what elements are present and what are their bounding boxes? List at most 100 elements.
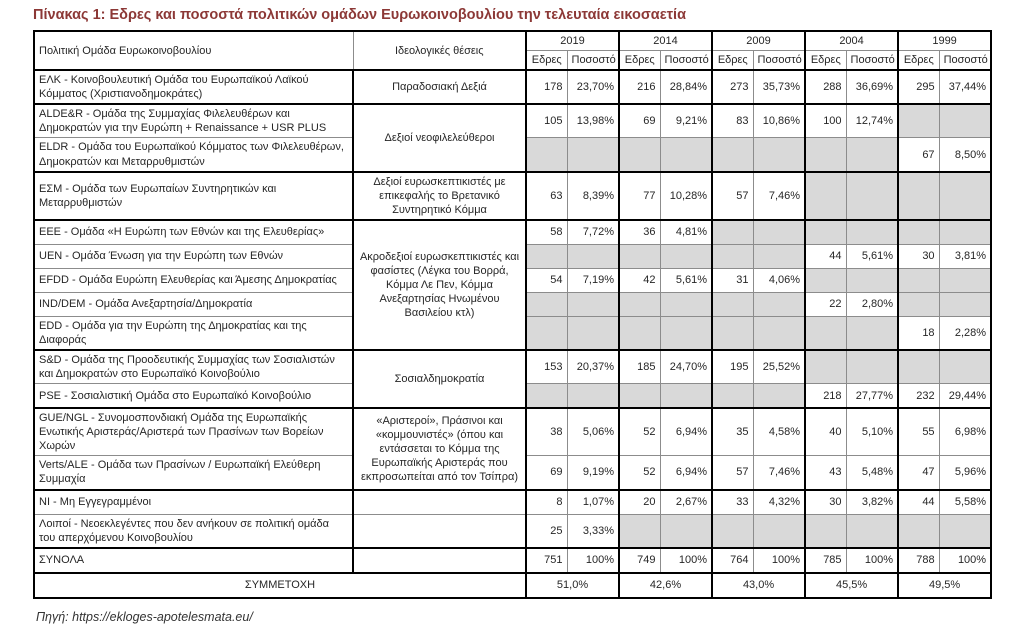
shaded-cell xyxy=(711,383,754,409)
percent-cell: 24,70% xyxy=(659,349,713,385)
shaded-cell xyxy=(804,267,847,293)
percent-cell: 6,98% xyxy=(938,407,992,457)
shaded-cell xyxy=(618,315,661,351)
percent-subheader: Ποσοστό xyxy=(752,50,806,71)
shaded-cell xyxy=(897,291,940,317)
shaded-cell xyxy=(845,218,899,245)
percent-cell: 36,69% xyxy=(845,69,899,105)
seats-cell: 232 xyxy=(897,383,940,409)
seats-cell: 36 xyxy=(618,218,661,245)
shaded-cell xyxy=(618,513,661,549)
ideology-column-header: Ιδεολογικές θέσεις xyxy=(352,30,527,71)
totals-row: ΣΥΝΟΛΑ 751 100% 749 100% 764 100% 785 100% 788 100… xyxy=(33,546,992,574)
percent-cell: 9,21% xyxy=(659,103,713,139)
seats-cell: 55 xyxy=(897,407,940,457)
group-name-cell: ΕΣΜ - Ομάδα των Ευρωπαίων Συντηρητικών κ… xyxy=(33,170,354,221)
participation-value-cell: 49,5% xyxy=(897,571,992,599)
seats-subheader: Εδρες xyxy=(711,50,754,71)
seats-cell: 58 xyxy=(525,218,568,245)
seats-cell: 54 xyxy=(525,267,568,293)
shaded-cell xyxy=(897,103,940,139)
participation-value-cell: 51,0% xyxy=(524,571,620,599)
group-row: IND/DEM - Ομάδα Ανεξαρτησία/Δημοκρατία 22… xyxy=(33,291,992,317)
percent-cell: 6,94% xyxy=(659,455,713,491)
shaded-cell xyxy=(618,383,661,409)
year-header: 2009 xyxy=(711,30,806,52)
shaded-cell xyxy=(938,267,992,293)
shaded-cell xyxy=(618,243,661,269)
seats-cell: 195 xyxy=(711,349,754,385)
participation-label-cell: ΣΥΜΜΕΤΟΧΗ xyxy=(33,571,527,599)
shaded-cell xyxy=(845,170,899,221)
shaded-cell xyxy=(525,383,568,409)
table-header: Πολιτική Ομάδα Ευρωκοινοβουλίου Ιδεολογι… xyxy=(33,30,992,71)
group-column-header: Πολιτική Ομάδα Ευρωκοινοβουλίου xyxy=(33,30,354,71)
percent-cell: 27,77% xyxy=(845,383,899,409)
shaded-cell xyxy=(566,315,620,351)
group-row: UEN - Ομάδα Ένωση για την Ευρώπη των Εθν… xyxy=(33,243,992,269)
ideology-cell xyxy=(352,488,527,515)
percent-cell: 37,44% xyxy=(938,69,992,105)
shaded-cell xyxy=(566,383,620,409)
percent-cell: 2,80% xyxy=(845,291,899,317)
seats-cell: 788 xyxy=(897,546,940,574)
percent-cell: 29,44% xyxy=(938,383,992,409)
seats-cell: 178 xyxy=(525,69,568,105)
group-name-cell: IND/DEM - Ομάδα Ανεξαρτησία/Δημοκρατία xyxy=(33,291,354,317)
seats-cell: 295 xyxy=(897,69,940,105)
shaded-cell xyxy=(897,513,940,549)
shaded-cell xyxy=(711,315,754,351)
group-row: ΕΛΚ - Κοινοβουλευτική Ομάδα του Ευρωπαϊκ… xyxy=(33,69,992,105)
year-header-row: Πολιτική Ομάδα Ευρωκοινοβουλίου Ιδεολογι… xyxy=(33,30,992,71)
participation-value-cell: 43,0% xyxy=(711,571,806,599)
percent-cell: 25,52% xyxy=(752,349,806,385)
seats-cell: 20 xyxy=(618,488,661,515)
percent-cell: 10,86% xyxy=(752,103,806,139)
percent-cell: 100% xyxy=(845,546,899,574)
percent-cell: 6,94% xyxy=(659,407,713,457)
seats-cell: 22 xyxy=(804,291,847,317)
shaded-cell xyxy=(618,291,661,317)
year-header: 2004 xyxy=(804,30,899,52)
seats-cell: 25 xyxy=(525,513,568,549)
shaded-cell xyxy=(659,513,713,549)
group-name-cell: ALDE&R - Ομάδα της Συμμαχίας Φιλελευθέρω… xyxy=(33,103,354,139)
shaded-cell xyxy=(938,103,992,139)
percent-cell: 100% xyxy=(752,546,806,574)
shaded-cell xyxy=(938,170,992,221)
group-name-cell: UEN - Ομάδα Ένωση για την Ευρώπη των Εθν… xyxy=(33,243,354,269)
shaded-cell xyxy=(804,349,847,385)
percent-cell: 8,39% xyxy=(566,170,620,221)
shaded-cell xyxy=(845,315,899,351)
seats-cell: 273 xyxy=(711,69,754,105)
percent-cell: 4,58% xyxy=(752,407,806,457)
shaded-cell xyxy=(659,137,713,173)
seats-cell: 218 xyxy=(804,383,847,409)
shaded-cell xyxy=(752,291,806,317)
shaded-cell xyxy=(804,218,847,245)
shaded-cell xyxy=(845,349,899,385)
shaded-cell xyxy=(938,218,992,245)
percent-cell: 4,81% xyxy=(659,218,713,245)
seats-cell: 8 xyxy=(525,488,568,515)
seats-cell: 749 xyxy=(618,546,661,574)
percent-cell: 8,50% xyxy=(938,137,992,173)
percent-cell: 3,81% xyxy=(938,243,992,269)
shaded-cell xyxy=(659,291,713,317)
seats-cell: 105 xyxy=(525,103,568,139)
group-row: EFDD - Ομάδα Ευρώπη Ελευθερίας και Άμεση… xyxy=(33,267,992,293)
percent-cell: 5,96% xyxy=(938,455,992,491)
group-row: EDD - Ομάδα για την Ευρώπη της Δημοκρατί… xyxy=(33,315,992,351)
percent-cell: 7,46% xyxy=(752,170,806,221)
group-row: S&D - Ομάδα της Προοδευτικής Συμμαχίας τ… xyxy=(33,349,992,409)
participation-row: ΣΥΜΜΕΤΟΧΗ 51,0% 42,6% 43,0% 45,5% 49,5% xyxy=(33,571,992,599)
percent-cell: 10,28% xyxy=(659,170,713,221)
percent-cell: 7,19% xyxy=(566,267,620,293)
shaded-cell xyxy=(752,218,806,245)
seats-cell: 67 xyxy=(897,137,940,173)
shaded-cell xyxy=(566,137,620,173)
seats-cell: 153 xyxy=(525,349,568,385)
results-table: Πολιτική Ομάδα Ευρωκοινοβουλίου Ιδεολογι… xyxy=(33,30,993,599)
year-header: 1999 xyxy=(897,30,992,52)
group-row: PSE - Σοσιαλιστική Ομάδα στο Ευρωπαϊκό Κ… xyxy=(33,383,992,409)
